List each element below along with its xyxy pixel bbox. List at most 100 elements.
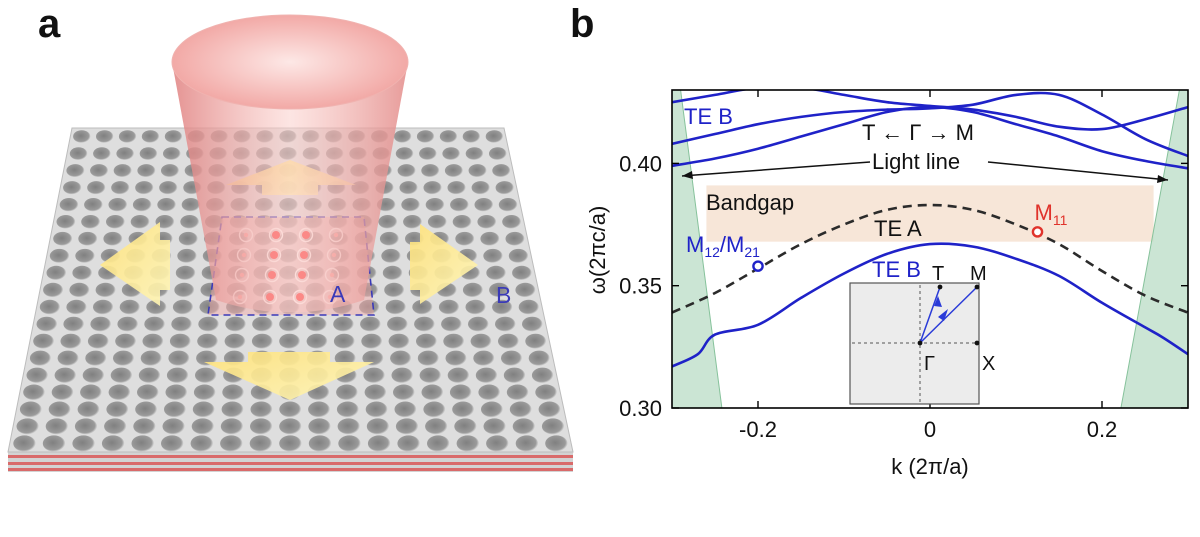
inset-label-m: M [970, 263, 987, 285]
inset-label-t: T [932, 263, 944, 285]
lattice-hole [190, 435, 213, 452]
brillouin-zone-inset: T M Γ X [849, 263, 995, 405]
lattice-hole [452, 401, 474, 418]
lattice-hole [141, 130, 160, 143]
lattice-hole [336, 401, 359, 418]
lattice-hole [220, 418, 243, 435]
lattice-hole [56, 215, 76, 229]
y-tick-label: 0.35 [619, 274, 662, 299]
lattice-hole [508, 248, 529, 263]
lattice-hole [483, 248, 503, 263]
lattice-hole [423, 181, 442, 195]
lattice-hole [140, 350, 162, 366]
x-tick-label: 0.2 [1087, 417, 1118, 442]
mode-marker [752, 260, 764, 272]
lattice-hole [492, 164, 511, 178]
lattice-hole [13, 435, 36, 452]
lattice-hole [117, 316, 138, 332]
lattice-hole [87, 181, 106, 195]
bandgap-label: Bandgap [706, 190, 794, 215]
lattice-hole [308, 401, 330, 418]
lattice-hole [481, 401, 503, 418]
lattice-hole [338, 435, 361, 452]
lattice-hole [181, 198, 201, 212]
direction-label: T ← Γ → M [862, 120, 974, 145]
lattice-hole [137, 384, 159, 401]
lattice-hole [168, 350, 190, 366]
inset-arrow-t [934, 296, 942, 307]
lattice-hole [29, 350, 51, 366]
arrow-left [100, 222, 170, 306]
lattice-hole [111, 181, 130, 195]
lattice-hole [382, 265, 403, 280]
lattice-hole [505, 231, 525, 246]
lattice-hole [528, 350, 550, 366]
lattice-hole [495, 316, 516, 332]
lattice-hole [144, 316, 165, 332]
lattice-hole [390, 350, 412, 366]
lattice-hole [489, 147, 507, 161]
lattice-hole [165, 384, 188, 401]
light-line-arrow-right-head [1157, 175, 1168, 183]
beam-cap [171, 14, 409, 110]
lattice-hole [72, 265, 92, 280]
lattice-hole [166, 367, 189, 383]
lattice-hole [421, 384, 444, 401]
lattice-hole [439, 130, 458, 143]
region-a-label: A [330, 281, 346, 307]
lattice-hole [397, 164, 416, 178]
x-tick-label: -0.2 [739, 417, 777, 442]
lattice-hole [379, 231, 399, 246]
lattice-hole [116, 147, 134, 161]
lattice-hole [501, 350, 522, 366]
lattice-hole [498, 333, 519, 349]
lattice-hole [77, 401, 100, 418]
mode-markers: M12/M21 M11 [686, 200, 1068, 272]
mode-label: M11 [1035, 200, 1068, 228]
inset-label-gamma: Γ [924, 353, 935, 375]
lattice-hole [475, 367, 498, 383]
lattice-hole [387, 316, 408, 332]
lattice-hole [333, 333, 355, 349]
lattice-hole [279, 401, 302, 418]
lattice-hole [48, 401, 71, 418]
lattice-hole [54, 367, 76, 383]
lattice-hole [486, 265, 506, 280]
lattice-hole [251, 333, 273, 349]
lattice-hole [425, 418, 448, 435]
inset-point-t [937, 284, 943, 290]
lattice-hole [452, 215, 472, 229]
lattice-hole [157, 198, 176, 212]
lattice-hole [191, 418, 214, 435]
x-tick-label: 0 [924, 417, 936, 442]
lattice-hole [69, 282, 90, 298]
lattice-hole [60, 333, 82, 349]
lattice-hole [515, 435, 539, 452]
lattice-hole [198, 316, 219, 332]
lattice-hole [425, 198, 445, 212]
lattice-hole [119, 299, 140, 315]
lattice-hole [462, 282, 483, 298]
series-te-b-4 [672, 90, 1188, 131]
lattice-hole [394, 401, 417, 418]
te-b-top-label: TE B [684, 104, 733, 129]
lattice-hole [279, 435, 302, 452]
lattice-hole [57, 350, 79, 366]
region-b-label: B [496, 282, 511, 308]
lattice-hole [360, 316, 381, 332]
lattice-hole [250, 401, 273, 418]
lattice-hole [23, 384, 45, 401]
lattice-hole [445, 350, 467, 366]
lattice-hole [443, 333, 465, 349]
lattice-hole [416, 333, 437, 349]
lattice-hole [163, 147, 181, 161]
lattice-hole [155, 215, 175, 229]
light-cone-left [672, 90, 723, 408]
lattice-hole [69, 147, 88, 161]
lattice-hole [137, 164, 156, 178]
lattice-hole [222, 384, 244, 401]
lattice-hole [36, 316, 58, 332]
lattice-hole [477, 215, 497, 229]
lattice-hole [113, 350, 134, 366]
light-line-label: Light line [872, 149, 960, 174]
